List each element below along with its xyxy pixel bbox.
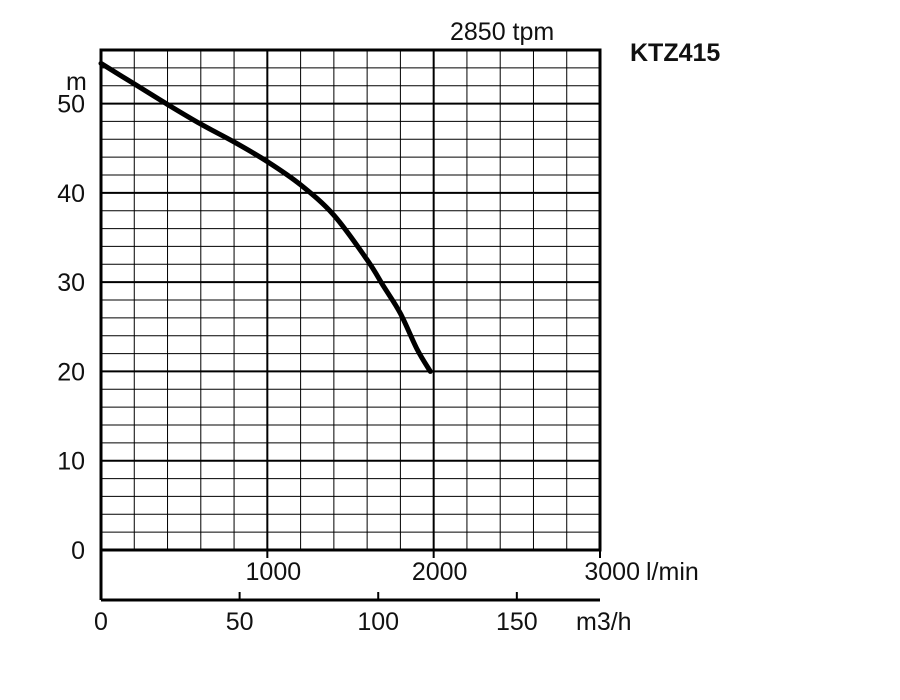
y-tick-label: 10 (57, 448, 85, 476)
x-tick-label-m3h: 50 (226, 608, 254, 636)
axes (99, 48, 602, 602)
x-tick-label-lmin: 1000 (246, 558, 302, 586)
x-axis-label-m3h: m3/h (576, 608, 632, 636)
x-tick-label-lmin: 2000 (412, 558, 468, 586)
labels-layer: 0 10 20 30 40 50 1000 2000 3000 0 50 100 150 (57, 91, 640, 636)
y-tick-label: 20 (57, 358, 85, 386)
chart-title: KTZ415 (630, 39, 720, 67)
x-tick-label-m3h: 0 (94, 608, 108, 636)
plot-frame (99, 48, 602, 552)
y-tick-label: 0 (71, 537, 85, 565)
y-axis-label: m (66, 68, 87, 96)
x-tick-label-m3h: 150 (496, 608, 538, 636)
y-tick-label: 50 (57, 91, 85, 119)
performance-curve (98, 60, 433, 374)
y-tick-label: 40 (57, 180, 85, 208)
x-tick-label-lmin: 3000 (584, 558, 640, 586)
grid (101, 50, 600, 550)
x-tick-label-m3h: 100 (357, 608, 399, 636)
y-tick-label: 30 (57, 269, 85, 297)
x-axis-label-lmin: l/min (646, 558, 699, 586)
speed-label: 2850 tpm (450, 18, 554, 46)
series-layer (98, 60, 433, 374)
